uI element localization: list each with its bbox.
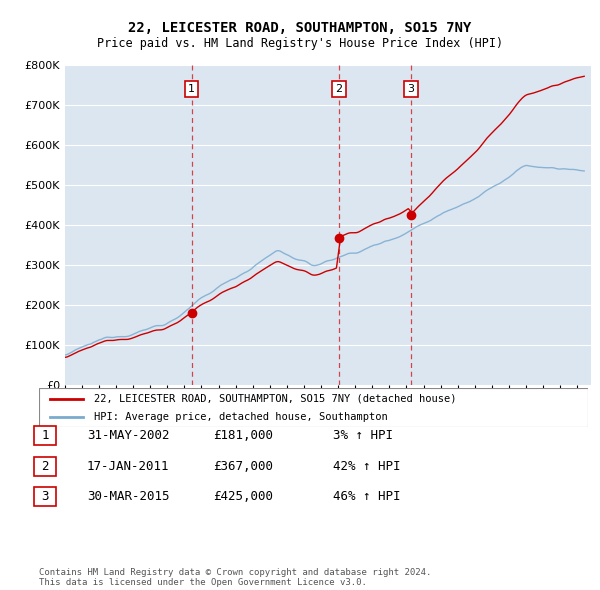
Text: 46% ↑ HPI: 46% ↑ HPI bbox=[333, 490, 401, 503]
Text: 2: 2 bbox=[41, 460, 49, 473]
Text: 3: 3 bbox=[407, 84, 414, 94]
FancyBboxPatch shape bbox=[39, 388, 588, 427]
Text: £425,000: £425,000 bbox=[213, 490, 273, 503]
Text: £181,000: £181,000 bbox=[213, 429, 273, 442]
Text: 22, LEICESTER ROAD, SOUTHAMPTON, SO15 7NY (detached house): 22, LEICESTER ROAD, SOUTHAMPTON, SO15 7N… bbox=[94, 394, 457, 404]
Text: 2: 2 bbox=[335, 84, 343, 94]
Text: 1: 1 bbox=[41, 429, 49, 442]
Text: 1: 1 bbox=[188, 84, 195, 94]
Text: 31-MAY-2002: 31-MAY-2002 bbox=[87, 429, 170, 442]
Text: This data is licensed under the Open Government Licence v3.0.: This data is licensed under the Open Gov… bbox=[39, 578, 367, 587]
Text: 3% ↑ HPI: 3% ↑ HPI bbox=[333, 429, 393, 442]
Text: 22, LEICESTER ROAD, SOUTHAMPTON, SO15 7NY: 22, LEICESTER ROAD, SOUTHAMPTON, SO15 7N… bbox=[128, 21, 472, 35]
Text: 3: 3 bbox=[41, 490, 49, 503]
Text: 42% ↑ HPI: 42% ↑ HPI bbox=[333, 460, 401, 473]
Text: 17-JAN-2011: 17-JAN-2011 bbox=[87, 460, 170, 473]
Text: HPI: Average price, detached house, Southampton: HPI: Average price, detached house, Sout… bbox=[94, 412, 388, 422]
Text: Contains HM Land Registry data © Crown copyright and database right 2024.: Contains HM Land Registry data © Crown c… bbox=[39, 568, 431, 577]
Text: Price paid vs. HM Land Registry's House Price Index (HPI): Price paid vs. HM Land Registry's House … bbox=[97, 37, 503, 50]
Text: £367,000: £367,000 bbox=[213, 460, 273, 473]
Text: 30-MAR-2015: 30-MAR-2015 bbox=[87, 490, 170, 503]
